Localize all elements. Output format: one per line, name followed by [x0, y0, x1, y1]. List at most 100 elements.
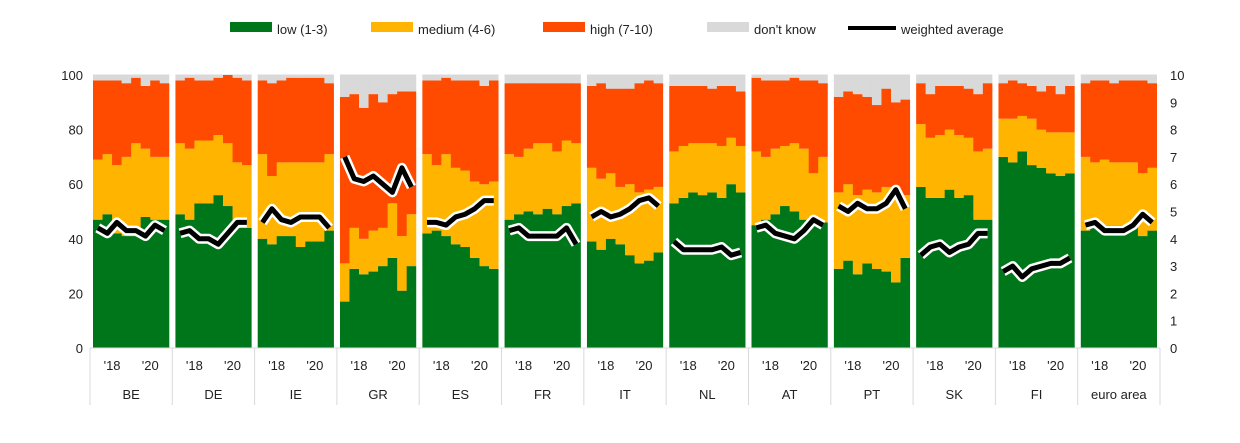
bar-medium	[1090, 162, 1101, 228]
bar-dk	[963, 75, 974, 89]
bar-high	[789, 77, 800, 144]
bar-high	[533, 83, 544, 144]
bar-high	[1017, 83, 1028, 116]
bar-low	[916, 186, 927, 348]
bar-low	[1080, 230, 1091, 348]
bar-medium	[150, 156, 161, 220]
right-tick-label: 7	[1170, 150, 1177, 165]
bar-high	[852, 94, 863, 196]
bar-high	[808, 80, 819, 174]
bar-high	[422, 80, 433, 155]
bar-low	[397, 290, 408, 348]
bar-medium	[1137, 173, 1149, 237]
bar-low	[1128, 225, 1139, 348]
bar-low	[789, 211, 800, 348]
bar-dk	[1036, 75, 1047, 92]
bar-dk	[131, 75, 142, 78]
bar-high	[916, 83, 927, 125]
bar-low	[843, 260, 854, 348]
avg-line	[590, 195, 661, 220]
bar-medium	[634, 192, 645, 264]
bar-high	[242, 80, 253, 166]
bar-dk	[1017, 75, 1028, 84]
bar-low	[349, 268, 360, 348]
group-fi: '18 '20 FI	[998, 75, 1076, 402]
bar-high	[751, 77, 762, 152]
year-tick-label: '18	[104, 358, 121, 373]
bar-medium	[653, 186, 664, 253]
bar-medium	[131, 143, 142, 237]
bar-low	[140, 216, 151, 348]
bar-low	[533, 214, 544, 348]
bar-dk	[542, 75, 553, 84]
bar-low	[267, 244, 278, 348]
bar-dk	[818, 75, 829, 84]
bar-low	[150, 219, 161, 348]
bar-low	[422, 233, 433, 348]
year-tick-label: '18	[433, 358, 450, 373]
bar-medium	[799, 148, 810, 220]
bar-high	[175, 80, 186, 144]
bar-medium	[1147, 167, 1158, 231]
group-label: AT	[782, 387, 798, 402]
bar-medium	[818, 156, 829, 223]
bar-high	[881, 88, 892, 187]
bar-medium	[504, 154, 515, 220]
legend-item-dk: don't know	[707, 22, 816, 37]
bar-medium	[982, 148, 993, 220]
bar-high	[644, 80, 655, 190]
bar-low	[1099, 225, 1110, 348]
year-tick-label: '20	[471, 358, 488, 373]
bar-medium	[935, 135, 946, 198]
avg-line	[342, 155, 414, 195]
bar-low	[441, 236, 452, 348]
bar-high	[93, 80, 104, 160]
group-label: SK	[946, 387, 964, 402]
bar-high	[615, 88, 626, 187]
bar-dk	[1055, 75, 1066, 95]
bar-dk	[561, 75, 572, 84]
bar-high	[349, 94, 360, 228]
bar-dk	[998, 75, 1009, 84]
bar-medium	[571, 143, 582, 204]
bar-medium	[925, 137, 936, 198]
avg-line	[672, 239, 742, 258]
bar-low	[707, 192, 718, 348]
bar-low	[973, 219, 984, 348]
bar-medium	[891, 189, 902, 283]
bar-medium	[862, 189, 873, 264]
bar-dk	[1007, 75, 1019, 81]
bar-medium	[843, 184, 854, 261]
bar-medium	[1099, 159, 1110, 226]
bar-low	[716, 197, 727, 348]
bar-medium	[726, 137, 737, 185]
bar-high	[552, 83, 563, 152]
legend-item-low: low (1-3)	[230, 22, 328, 37]
bar-dk	[852, 75, 863, 95]
bar-medium	[900, 195, 911, 258]
bar-high	[1027, 85, 1038, 119]
bar-high	[770, 80, 781, 149]
bar-medium	[406, 214, 417, 267]
legend-swatch-dk	[707, 22, 749, 32]
bar-dk	[678, 75, 689, 86]
bar-dk	[140, 75, 151, 86]
bar-low	[625, 255, 636, 348]
bar-low	[678, 197, 689, 348]
bar-high	[833, 96, 844, 193]
right-tick-label: 3	[1170, 259, 1177, 274]
right-tick-label: 0	[1170, 341, 1177, 356]
avg-line	[1001, 255, 1072, 280]
bar-low	[1137, 236, 1149, 348]
bar-dk	[406, 75, 417, 92]
bar-medium	[121, 156, 132, 237]
bar-dk	[387, 75, 398, 95]
left-tick-label: 40	[69, 232, 83, 247]
bar-high	[605, 88, 617, 174]
bar-high	[1109, 83, 1120, 163]
bar-medium	[1128, 162, 1139, 226]
bar-medium	[1027, 118, 1038, 166]
bar-dk	[150, 75, 161, 81]
